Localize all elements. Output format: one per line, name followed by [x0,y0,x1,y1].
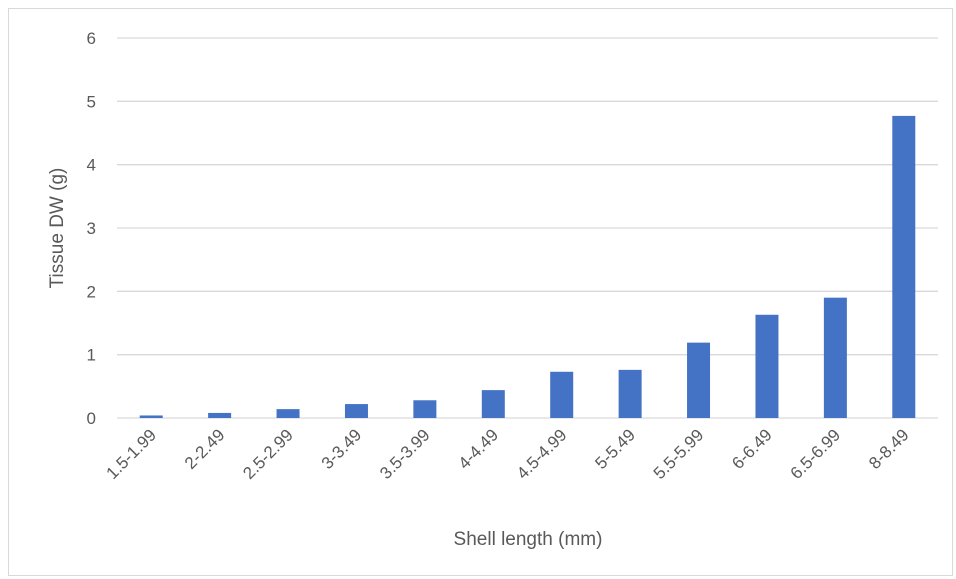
chart-frame [8,8,953,576]
y-tick-label: 0 [87,409,96,428]
bar-2-2.49 [208,412,232,418]
bar-5.5-5.99 [687,342,711,418]
bar-8-8.49 [892,115,916,419]
x-tick-label: 4-4.49 [455,425,503,473]
y-tick-label: 6 [87,29,96,48]
y-tick-label: 2 [87,282,96,301]
y-tick-label: 1 [87,346,96,365]
x-tick-label: 4.5-4.99 [513,425,571,483]
bar-5-5.49 [618,369,642,418]
bar-3-3.49 [344,404,368,418]
x-tick-label: 2-2.49 [181,425,229,473]
bar-4.5-4.99 [550,371,574,418]
x-axis-ticks: 1.5-1.99 2-2.49 2.5-2.99 3-3.49 3.5-3.99 4-4.… [102,425,912,483]
y-tick-label: 4 [87,156,96,175]
x-tick-label: 3.5-3.99 [376,425,434,483]
x-tick-label: 5-5.49 [591,425,639,473]
y-axis-ticks: 0 1 2 3 4 5 6 [87,29,96,428]
bar-1.5-1.99 [139,415,163,418]
x-tick-label: 2.5-2.99 [239,425,297,483]
x-tick-label: 6.5-6.99 [787,425,845,483]
bar-2.5-2.99 [276,409,300,418]
bar-4-4.49 [481,390,505,418]
bar-6-6.49 [755,314,779,418]
y-tick-label: 3 [87,219,96,238]
x-tick-label: 6-6.49 [728,425,776,473]
bars [139,115,916,419]
x-tick-label: 3-3.49 [318,425,366,473]
x-tick-label: 5.5-5.99 [650,425,708,483]
x-axis-title: Shell length (mm) [454,529,603,550]
gridlines [117,37,938,419]
y-tick-label: 5 [87,92,96,111]
x-tick-label: 1.5-1.99 [102,425,160,483]
x-tick-label: 8-8.49 [865,425,913,473]
bar-3.5-3.99 [413,400,437,418]
bar-6.5-6.99 [823,297,847,418]
y-axis-title: Tissue DW (g) [47,168,68,289]
